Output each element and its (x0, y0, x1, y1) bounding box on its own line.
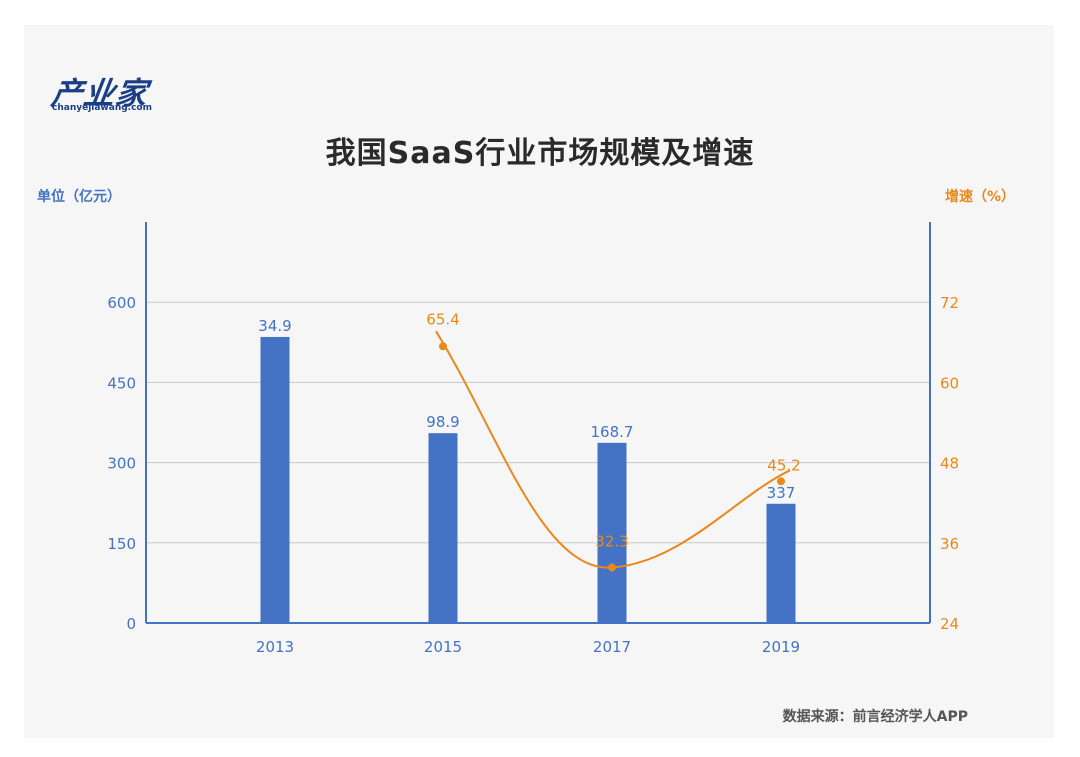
bar-label: 34.9 (258, 317, 291, 335)
x-tick-label: 2013 (256, 638, 294, 656)
growth-point (439, 342, 447, 351)
bar (260, 336, 290, 623)
growth-label: 65.4 (426, 310, 459, 328)
x-tick-label: 2019 (762, 638, 800, 656)
left-tick-label: 150 (107, 535, 136, 553)
left-tick-label: 0 (126, 615, 136, 633)
bar (428, 433, 458, 623)
right-axis-title: 增速（%） (945, 188, 1015, 205)
right-tick-label: 36 (940, 535, 959, 553)
growth-label: 45.2 (767, 456, 800, 474)
bar (597, 442, 627, 623)
chart-title: 我国SaaS行业市场规模及增速 (325, 136, 755, 171)
right-tick-label: 48 (940, 455, 959, 473)
logo-url: chanyejiawang.com (52, 103, 152, 113)
right-tick-label: 72 (940, 294, 959, 312)
left-tick-label: 300 (107, 455, 136, 473)
left-tick-label: 450 (107, 374, 136, 392)
right-tick-label: 24 (940, 615, 959, 633)
bar-label: 168.7 (591, 423, 634, 441)
data-source: 数据来源：前言经济学人APP (782, 709, 968, 725)
left-tick-label: 600 (107, 294, 136, 312)
bar-label: 337 (767, 484, 796, 502)
x-tick-label: 2017 (593, 638, 631, 656)
logo: 产业家 chanyejiawang.com (49, 70, 182, 120)
bar (766, 503, 796, 623)
chart-card (24, 25, 1054, 738)
growth-point (777, 477, 785, 486)
bar-label: 98.9 (426, 413, 459, 431)
left-axis-title: 单位（亿元） (37, 188, 121, 205)
growth-label: 32.3 (595, 533, 628, 551)
growth-point (608, 563, 616, 572)
growth-line (435, 330, 791, 569)
right-tick-label: 60 (940, 374, 959, 392)
x-tick-label: 2015 (424, 638, 462, 656)
